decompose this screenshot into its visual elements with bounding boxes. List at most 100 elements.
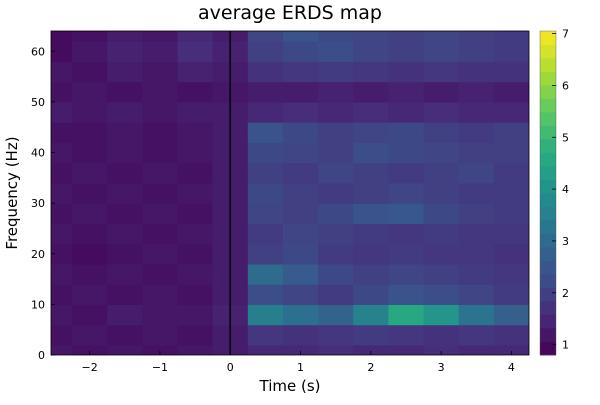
x-tick-label: 0 <box>227 361 234 374</box>
heatmap-cell <box>282 41 319 62</box>
heatmap-cell <box>72 223 108 245</box>
colorbar-swatch <box>540 314 556 329</box>
heatmap-cell <box>318 101 354 123</box>
colorbar-swatch <box>540 44 556 59</box>
heatmap-cell <box>107 41 143 62</box>
colorbar-tick-label: 2 <box>562 287 569 300</box>
heatmap-cell <box>72 243 108 265</box>
heatmap-cell <box>142 142 179 164</box>
heatmap-cell <box>282 243 319 265</box>
heatmap-cell <box>318 243 354 265</box>
heatmap-cell <box>107 344 143 355</box>
heatmap-cell <box>72 101 108 123</box>
heatmap-cell <box>72 203 108 224</box>
heatmap-cell <box>493 182 529 204</box>
heatmap-cell <box>458 122 495 143</box>
heatmap-cell <box>493 142 529 164</box>
heatmap-cell <box>107 203 143 224</box>
colorbar-swatch <box>540 274 556 288</box>
heatmap-cell <box>107 101 143 123</box>
heatmap-cell <box>458 142 495 164</box>
heatmap-cell <box>423 284 460 305</box>
heatmap-cell <box>388 182 425 204</box>
heatmap-cell <box>177 243 214 265</box>
heatmap-cell <box>247 182 284 204</box>
colorbar-swatch <box>540 301 556 315</box>
heatmap-cell <box>423 162 460 184</box>
heatmap-cell <box>318 324 354 346</box>
heatmap-cell <box>353 243 390 265</box>
heatmap-cell <box>318 81 354 103</box>
colorbar <box>540 31 556 356</box>
heatmap-cell <box>318 182 354 204</box>
heatmap-cell <box>247 101 284 123</box>
heatmap-cell <box>458 304 495 326</box>
heatmap-cell <box>423 122 460 143</box>
heatmap-cell <box>51 101 73 123</box>
chart-title: average ERDS map <box>198 2 382 24</box>
heatmap-cell <box>458 182 495 204</box>
heatmap-cell <box>247 203 284 224</box>
heatmap-cell <box>353 182 390 204</box>
heatmap-cell <box>353 203 390 224</box>
x-tick-label: 4 <box>508 361 515 374</box>
heatmap-cell <box>72 284 108 305</box>
heatmap-cell <box>72 304 108 326</box>
heatmap-cell <box>247 81 284 103</box>
heatmap-cell <box>247 31 284 42</box>
y-tick-label: 30 <box>31 197 45 210</box>
y-axis-label: Frequency (Hz) <box>3 136 21 249</box>
heatmap-cell <box>318 122 354 143</box>
heatmap-cell <box>282 263 319 285</box>
heatmap-cell <box>247 223 284 245</box>
heatmap-cell <box>72 41 108 62</box>
heatmap-cell <box>142 344 179 355</box>
y-axis-ticks: 0 10 20 30 40 50 60 <box>31 45 55 362</box>
heatmap-cell <box>51 182 73 204</box>
heatmap-cell <box>493 324 529 346</box>
y-tick-label: 60 <box>31 45 45 58</box>
y-tick-label: 40 <box>31 147 45 160</box>
heatmap-cell <box>247 344 284 355</box>
heatmap-cell <box>493 344 529 355</box>
heatmap-cell <box>51 31 73 42</box>
heatmap-cell <box>51 263 73 285</box>
heatmap-cell <box>423 263 460 285</box>
colorbar-tick-label: 3 <box>562 235 569 248</box>
heatmap-cell <box>423 243 460 265</box>
heatmap-cell <box>51 122 73 143</box>
colorbar-swatch <box>540 98 556 113</box>
colorbar-swatch <box>540 260 556 275</box>
heatmap-cell <box>177 31 214 42</box>
heatmap-cell <box>458 324 495 346</box>
heatmap-cell <box>107 31 143 42</box>
heatmap-cell <box>247 263 284 285</box>
heatmap-cell <box>388 162 425 184</box>
heatmap-cell <box>318 304 354 326</box>
heatmap-cell <box>177 284 214 305</box>
heatmap-cell <box>51 81 73 103</box>
colorbar-swatch <box>540 152 556 167</box>
x-axis-ticks: −2 −1 0 1 2 3 4 <box>82 351 515 374</box>
x-axis-label: Time (s) <box>259 377 321 395</box>
heatmap-cell <box>72 162 108 184</box>
heatmap-cell <box>142 263 179 285</box>
heatmap-cell <box>353 304 390 326</box>
heatmap-cell <box>423 304 460 326</box>
heatmap-cell <box>282 203 319 224</box>
heatmap-cell <box>142 284 179 305</box>
heatmap-cell <box>107 122 143 143</box>
heatmap-cell <box>107 142 143 164</box>
heatmap-cell <box>493 81 529 103</box>
heatmap-cell <box>177 263 214 285</box>
heatmap-cell <box>388 324 425 346</box>
heatmap-cell <box>493 243 529 265</box>
heatmap-cell <box>72 324 108 346</box>
heatmap-cell <box>282 344 319 355</box>
heatmap-cell <box>72 263 108 285</box>
heatmap-cell <box>142 61 179 83</box>
colorbar-swatch <box>540 85 556 99</box>
heatmap-cell <box>282 162 319 184</box>
heatmap-cell <box>142 101 179 123</box>
